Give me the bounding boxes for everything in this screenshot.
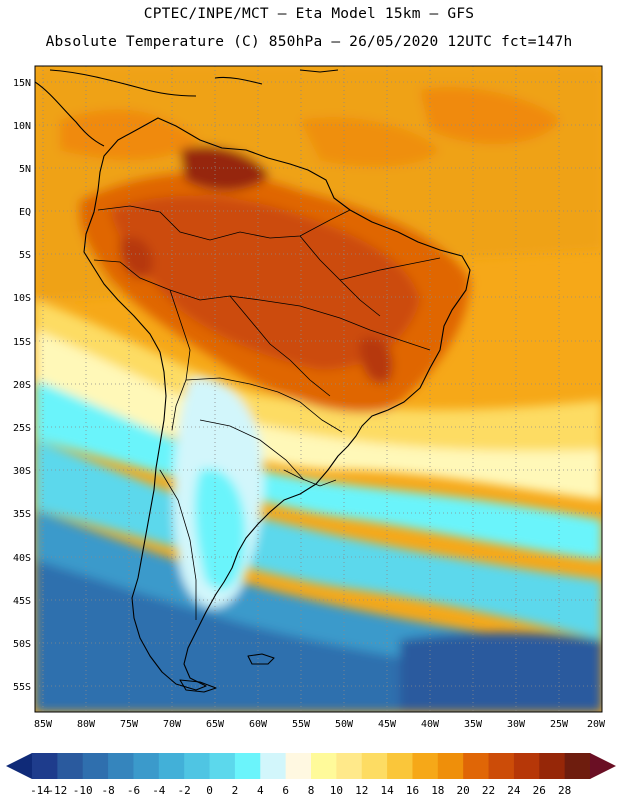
- colorbar-tick-label: 0: [206, 784, 213, 797]
- lat-label: 5S: [19, 250, 31, 261]
- lat-label: 35S: [13, 509, 31, 520]
- colorbar-tick-label: 22: [482, 784, 495, 797]
- lon-label: 40W: [421, 719, 440, 730]
- graticule: [35, 66, 602, 712]
- colorbar-cell: [82, 753, 109, 779]
- lat-label: 40S: [13, 553, 31, 564]
- colorbar-cell: [158, 753, 185, 779]
- country-borders: [93, 205, 441, 620]
- colorbar-cell: [184, 753, 211, 779]
- latitude-labels: 15N 10N 5N EQ 5S 10S 15S 20S 25S 30S 35S…: [13, 78, 31, 693]
- colorbar-tick-label: 20: [457, 784, 470, 797]
- title-field: Absolute Temperature (C) 850hPa – 26/05/…: [45, 34, 573, 50]
- lat-label: 15S: [13, 337, 31, 348]
- lat-label: 10S: [13, 293, 31, 304]
- colorbar-cell: [311, 753, 337, 779]
- colorbar-tick-label: 8: [308, 784, 315, 797]
- colorbar-cell: [361, 753, 388, 779]
- colorbar-cell: [539, 753, 566, 779]
- colorbar: -14-12 -10 -8 -6 -4 -2 0 2 4 6 8 10 12 14 16 18 20 22 24 26…: [6, 753, 616, 797]
- colorbar-cell: [488, 753, 515, 779]
- temperature-field: [35, 66, 602, 712]
- colorbar-cell: [32, 753, 58, 779]
- colorbar-cell: [260, 753, 287, 779]
- colorbar-tick-label: -4: [152, 784, 166, 797]
- lon-label: 50W: [335, 719, 354, 730]
- lat-label: 45S: [13, 596, 31, 607]
- colorbar-cell: [57, 753, 84, 779]
- colorbar-cell: [437, 753, 464, 779]
- colorbar-cell: [564, 753, 591, 779]
- colorbar-cell: [234, 753, 261, 779]
- lon-label: 65W: [206, 719, 225, 730]
- colorbar-cell: [133, 753, 160, 779]
- lon-label: 60W: [249, 719, 268, 730]
- temperature-map: 15N 10N 5N EQ 5S 10S 15S 20S 25S 30S 35S…: [13, 65, 606, 730]
- colorbar-cell: [513, 753, 540, 779]
- colorbar-tick-label: -10: [73, 784, 93, 797]
- colorbar-tick-label: 18: [431, 784, 444, 797]
- lat-label: 30S: [13, 466, 31, 477]
- colorbar-tick-label: 12: [355, 784, 368, 797]
- colorbar-cell: [412, 753, 439, 779]
- lon-label: 80W: [77, 719, 96, 730]
- lon-label: 55W: [292, 719, 311, 730]
- colorbar-over-arrow: [590, 753, 616, 779]
- lon-label: 70W: [163, 719, 182, 730]
- colorbar-cell: [387, 753, 413, 779]
- colorbar-tick-label: 10: [330, 784, 343, 797]
- lat-label: 25S: [13, 423, 31, 434]
- lon-label: 30W: [507, 719, 526, 730]
- colorbar-tick-label: -14: [30, 784, 50, 797]
- colorbar-tick-label: 4: [257, 784, 264, 797]
- colorbar-cell: [463, 753, 490, 779]
- colorbar-tick-label: 6: [282, 784, 289, 797]
- colorbar-cells: [32, 753, 591, 779]
- title-model: CPTEC/INPE/MCT – Eta Model 15km – GFS: [143, 6, 475, 22]
- lat-label: 20S: [13, 380, 31, 391]
- colorbar-tick-label: 28: [558, 784, 571, 797]
- colorbar-ticks: -14-12 -10 -8 -6 -4 -2 0 2 4 6 8 10 12 14 16 18 20 22 24 26…: [30, 784, 571, 797]
- colorbar-tick-label: -8: [101, 784, 114, 797]
- colorbar-tick-label: 24: [507, 784, 521, 797]
- colorbar-tick-label: -2: [178, 784, 191, 797]
- colorbar-cell: [285, 753, 312, 779]
- colorbar-tick-label: 2: [232, 784, 239, 797]
- lon-label: 25W: [550, 719, 569, 730]
- colorbar-tick-label: -12: [47, 784, 67, 797]
- lat-label: 50S: [13, 639, 31, 650]
- colorbar-tick-label: 26: [533, 784, 546, 797]
- colorbar-cell: [336, 753, 363, 779]
- lon-label: 85W: [34, 719, 53, 730]
- colorbar-under-arrow: [6, 753, 32, 779]
- colorbar-tick-label: 16: [406, 784, 419, 797]
- lat-label: 55S: [13, 682, 31, 693]
- colorbar-cell: [209, 753, 236, 779]
- longitude-labels: 85W 80W 75W 70W 65W 60W 55W 50W 45W 40W …: [34, 719, 606, 730]
- colorbar-cell: [108, 753, 134, 779]
- colorbar-tick-label: -6: [127, 784, 140, 797]
- lat-label: 5N: [19, 164, 31, 175]
- lat-label: 10N: [13, 121, 31, 132]
- lon-label: 20W: [587, 719, 606, 730]
- colorbar-tick-label: 14: [380, 784, 394, 797]
- lat-label: 15N: [13, 78, 31, 89]
- lon-label: 35W: [464, 719, 483, 730]
- lon-label: 45W: [378, 719, 397, 730]
- lon-label: 75W: [120, 719, 139, 730]
- lat-label: EQ: [19, 207, 31, 218]
